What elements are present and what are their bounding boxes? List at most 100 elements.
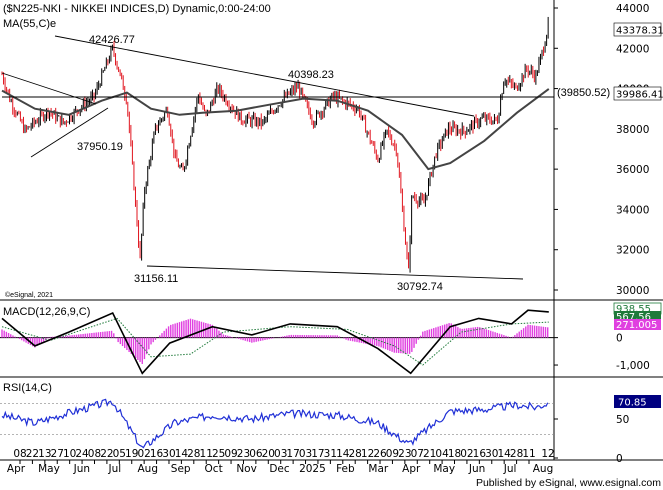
x-month-label: Mar: [368, 463, 388, 475]
x-month-label: Dec: [269, 463, 290, 475]
macd-layer: [0, 309, 554, 375]
price-y-tick-label: 36000: [616, 164, 649, 176]
x-day-label: 04: [435, 448, 449, 460]
x-day-label: 28: [187, 448, 200, 460]
x-month-label: Oct: [205, 463, 223, 475]
last-price-tag: [613, 22, 662, 37]
trendline-lower: [146, 265, 524, 280]
annotation-low-1: 37950.19: [77, 141, 123, 153]
x-day-label: 14: [336, 448, 350, 460]
x-day-label: 16: [150, 448, 164, 460]
x-day-label: 20: [262, 448, 275, 460]
x-day-label: 30: [162, 448, 175, 460]
x-day-label: 09: [224, 448, 237, 460]
x-day-label: 03: [274, 448, 287, 460]
x-day-label: 17: [286, 448, 299, 460]
x-month-label: Jun: [468, 463, 485, 475]
x-day-label: 25: [212, 448, 225, 460]
x-month-label: Jul: [503, 463, 517, 475]
x-day-label: 11: [522, 448, 535, 460]
x-day-label: 05: [113, 448, 126, 460]
annotation-high-1: 42426.77: [89, 34, 135, 46]
x-month-label: May: [433, 463, 455, 475]
x-day-label: 13: [38, 448, 51, 460]
x-month-label: Apr: [7, 463, 26, 475]
trendline-left-upper: [1, 72, 97, 105]
last-price-tag-text: 43378.31: [616, 26, 663, 37]
price-y-tick-label: 44000: [616, 3, 649, 15]
macd-tag-2-text: 567.56: [616, 312, 651, 323]
trendline-upper: [54, 35, 475, 117]
x-day-label: 24: [75, 448, 89, 460]
x-day-label: 11: [200, 448, 213, 460]
x-month-label: Sep: [171, 463, 191, 475]
x-day-label: 02: [137, 448, 150, 460]
x-day-label: 22: [100, 448, 113, 460]
x-month-label: Jul: [107, 463, 121, 475]
axis-layer: 3000032000340003600038000400004200044000…: [7, 3, 650, 475]
x-day-label: 02: [460, 448, 473, 460]
x-day-label: 28: [349, 448, 362, 460]
x-day-label: 23: [237, 448, 250, 460]
macd-line: [1, 309, 549, 375]
x-last-day-label: 12: [541, 448, 554, 460]
rsi-y-tick-label: 0: [616, 453, 623, 465]
x-day-label: 10: [63, 448, 76, 460]
x-month-label: May: [38, 463, 60, 475]
annotation-low-3: 30792.74: [397, 281, 443, 293]
watermark: ©eSignal, 2021: [5, 291, 53, 299]
rsi-tag-text: 70.85: [618, 398, 647, 409]
x-month-label: Nov: [236, 463, 257, 475]
x-day-label: 09: [386, 448, 399, 460]
macd-tag-1-text: 938.55: [616, 304, 651, 315]
x-day-label: 22: [26, 448, 39, 460]
footer-credit: Published by eSignal, www.esignal.com: [476, 477, 661, 489]
x-day-label: 14: [497, 448, 511, 460]
rsi-pane-title: RSI(14,C): [3, 382, 52, 394]
x-day-label: 16: [473, 448, 487, 460]
price-pane-title: ($N225-NKI - NIKKEI INDICES,D) Dynamic,0…: [3, 3, 271, 15]
macd-signal-line: [1, 317, 549, 366]
x-month-label: Feb: [336, 463, 355, 475]
price-y-tick-label: 32000: [616, 245, 649, 257]
price-pane: [0, 0, 554, 300]
trendline-left-lower: [30, 107, 109, 158]
macd-tag-2: [614, 311, 661, 322]
annotation-low-2: 31156.11: [134, 273, 178, 285]
x-day-label: 28: [510, 448, 523, 460]
macd-y-tick-label: -1,000: [616, 360, 650, 372]
rsi-y-tick-label: 50: [616, 414, 629, 426]
ma-value-tag: [613, 86, 662, 101]
x-day-label: 23: [398, 448, 411, 460]
x-day-label: 03: [299, 448, 312, 460]
x-day-label: 08: [13, 448, 26, 460]
x-day-label: 17: [311, 448, 324, 460]
macd-pane-title: MACD(12,26,9,C): [3, 306, 90, 318]
rsi-tag: [614, 395, 661, 408]
x-day-label: 26: [373, 448, 387, 460]
x-day-label: 31: [324, 448, 337, 460]
ma-label: MA(55,C)e: [3, 18, 56, 30]
macd-tag-3: [614, 319, 661, 330]
x-day-label: 08: [88, 448, 101, 460]
price-y-tick-label: 30000: [616, 285, 649, 297]
price-y-tick-label: 42000: [616, 43, 649, 55]
rsi-layer: [0, 398, 554, 449]
x-day-label: 06: [249, 448, 263, 460]
price-y-tick-label: 34000: [616, 204, 649, 216]
ma-line: [1, 88, 550, 171]
macd-tag-3-text: 271.005: [616, 320, 657, 331]
x-day-label: 30: [485, 448, 498, 460]
x-month-label: Apr: [402, 463, 421, 475]
x-month-label: 2025: [299, 463, 326, 475]
annotation-high-2: 40398.23: [288, 69, 334, 81]
rsi-line: [1, 398, 549, 449]
x-month-label: Jun: [73, 463, 90, 475]
x-day-label: 12: [361, 448, 374, 460]
x-month-label: Aug: [137, 463, 158, 475]
x-day-label: 14: [175, 448, 189, 460]
x-day-label: 21: [423, 448, 436, 460]
x-day-label: 27: [51, 448, 64, 460]
macd-y-tick-label: 0: [616, 333, 623, 345]
